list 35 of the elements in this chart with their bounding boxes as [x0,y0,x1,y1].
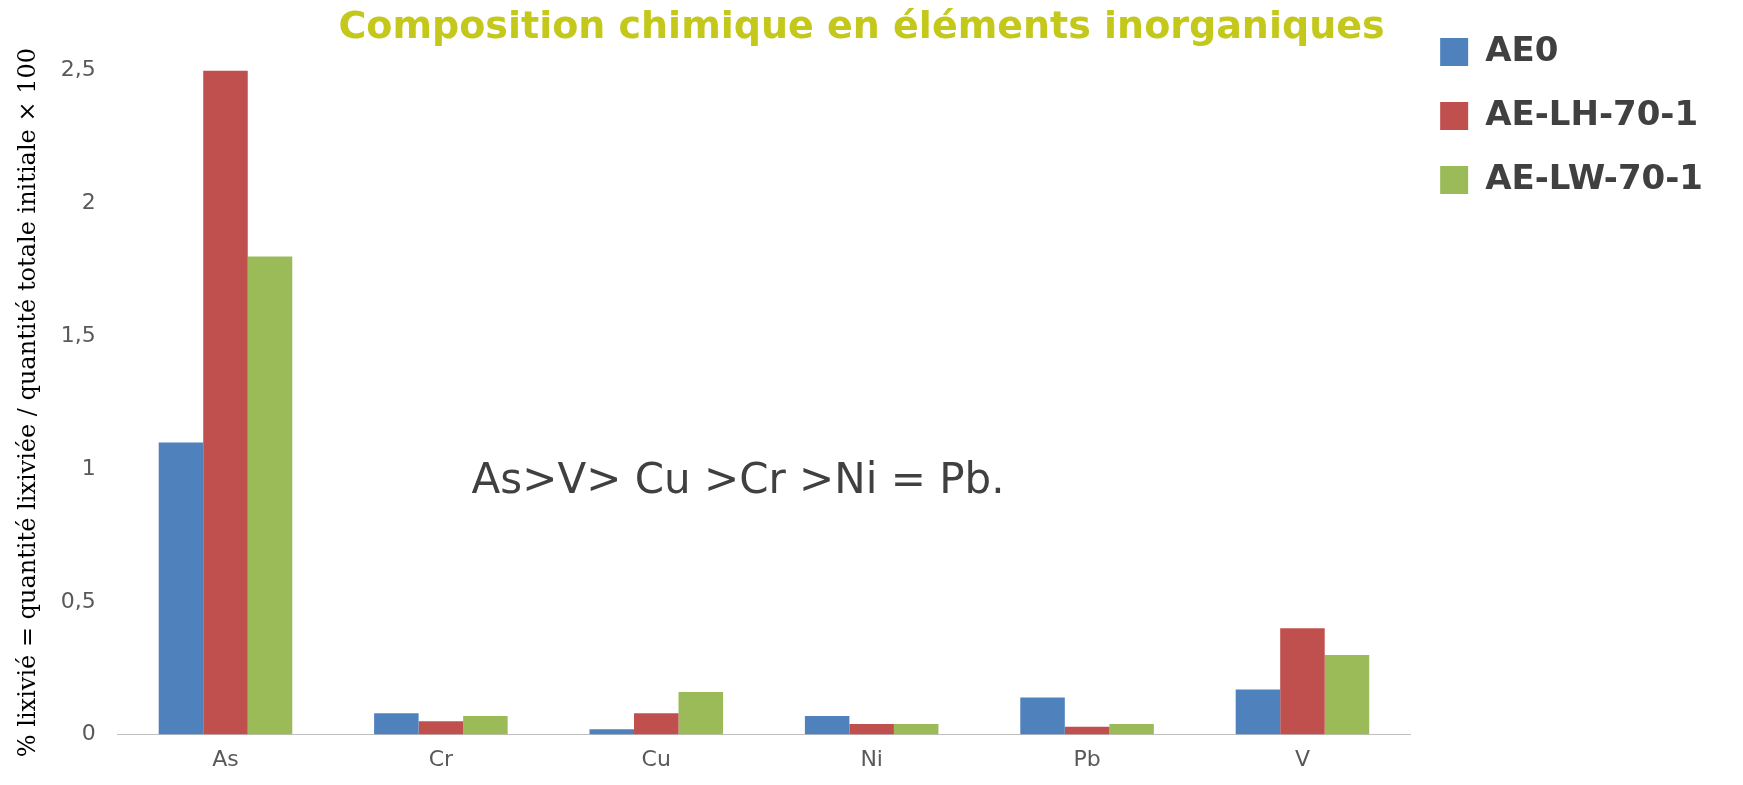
legend-label: AE0 [1485,28,1559,69]
bar [1324,654,1370,735]
x-tick-label: Ni [860,745,883,771]
y-tick-label: 2,5 [60,56,96,82]
bar [1280,628,1325,735]
bar [589,729,635,735]
y-tick-label: 0,5 [60,587,96,613]
bar [634,713,679,735]
x-tick-label: Cr [428,745,455,771]
bar [203,70,248,735]
bar [418,721,464,735]
y-tick-label: 0 [81,720,96,746]
bar [1020,697,1065,735]
y-tick-label: 1 [81,454,96,480]
bar [374,713,419,735]
bar [1235,689,1281,735]
legend-label: AE-LW-70-1 [1485,156,1704,197]
y-tick-label: 1,5 [60,321,96,347]
x-tick-label: Pb [1073,745,1101,771]
legend-label: AE-LH-70-1 [1485,92,1699,133]
bar [463,716,508,735]
bar [1109,723,1154,735]
bar [804,716,850,735]
y-tick-label: 2 [81,189,96,215]
bar [247,256,293,735]
y-axis-title: % lixivié = quantité lixiviée / quantité totale initiale × 100 [12,48,41,758]
annotation: As>V> Cu >Cr >Ni = Pb. [471,454,1005,504]
bar [678,692,724,735]
x-tick-label: V [1294,745,1310,771]
chart-title: Composition chimique en éléments inorganiques [338,2,1385,47]
bar [158,442,204,735]
x-tick-label: Cu [641,745,671,771]
bar [849,723,894,735]
x-tick-label: As [212,745,239,771]
bar [893,723,939,735]
